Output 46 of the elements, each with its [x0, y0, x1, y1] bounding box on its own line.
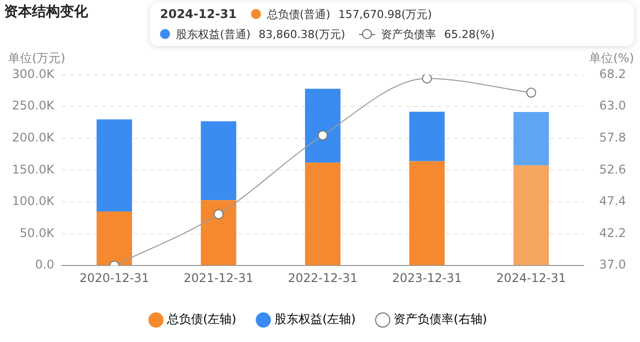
x-tick-label: 2021-12-31	[184, 270, 254, 285]
y2-tick-label: 42.2	[599, 226, 626, 240]
bar	[96, 119, 132, 212]
y-tick-label: 100.0K	[12, 194, 56, 208]
chart-title: 资本结构变化	[4, 3, 89, 20]
bar	[200, 200, 236, 266]
text: 总负债(普通)	[266, 6, 330, 22]
legend-label: 总负债(左轴)	[166, 312, 236, 326]
text: 2024-12-31	[160, 7, 237, 21]
bar	[513, 165, 549, 266]
x-tick-label: 2022-12-31	[288, 270, 358, 285]
y-tick-label: 300.0K	[12, 66, 56, 81]
y2-tick-label: 47.4	[599, 194, 626, 208]
y-tick-label: 50.0K	[20, 226, 56, 240]
x-tick-label: 2023-12-31	[392, 270, 462, 285]
y2-tick-label: 57.8	[599, 130, 626, 145]
text: 65.28(%)	[444, 28, 495, 40]
text: 83,860.38(万元)	[258, 26, 346, 42]
point	[214, 209, 224, 220]
point	[318, 130, 328, 140]
legend-label: 股东权益(左轴)	[274, 312, 356, 326]
bar	[305, 162, 340, 266]
point	[422, 74, 432, 84]
legend-label: 资产负债率(右轴)	[394, 312, 488, 326]
text: 股东权益(普通)	[176, 26, 251, 42]
text: 资产负债率	[381, 26, 436, 42]
bar	[305, 88, 340, 163]
bar	[409, 161, 445, 266]
y-tick-label: 250.0K	[12, 98, 56, 113]
point	[526, 88, 536, 98]
bar	[513, 112, 549, 166]
x-tick-label: 2020-12-31	[79, 270, 150, 285]
y2-tick-label: 63.0	[599, 98, 626, 113]
bar	[409, 112, 445, 162]
text: 157,670.98(万元)	[338, 6, 432, 22]
y2-tick-label: 52.6	[599, 162, 626, 176]
y2-tick-label: 37.0	[599, 258, 626, 272]
x-tick-label: 2024-12-31	[496, 270, 566, 285]
y2-tick-label: 68.2	[599, 66, 626, 81]
y-axis-title: 单位(万元)	[8, 50, 66, 65]
y2-axis-title: 单位(%)	[589, 50, 634, 65]
bar	[200, 121, 236, 200]
y-tick-label: 150.0K	[12, 162, 56, 176]
bar	[96, 212, 132, 266]
y-tick-label: 0.0	[35, 258, 54, 272]
y-tick-label: 200.0K	[12, 130, 56, 145]
